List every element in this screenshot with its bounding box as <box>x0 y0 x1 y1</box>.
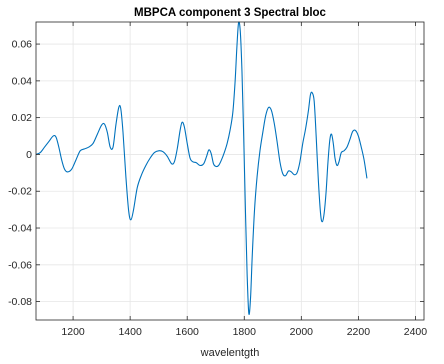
plot-area-background <box>36 22 424 320</box>
y-tick-label: -0.02 <box>8 186 32 198</box>
series-line <box>35 21 368 315</box>
x-axis-ticks: 1200 1400 1600 1800 2000 2200 2400 <box>61 22 427 338</box>
y-tick-label: 0.04 <box>12 75 33 87</box>
x-axis-label: wavelentgth <box>200 347 260 359</box>
x-tick-label: 1200 <box>61 326 85 338</box>
y-tick-label: -0.06 <box>8 259 32 271</box>
y-tick-label: -0.08 <box>8 296 32 308</box>
x-tick-label: 2200 <box>347 326 371 338</box>
chart-title: MBPCA component 3 Spectral bloc <box>134 7 327 19</box>
x-tick-label: 2000 <box>290 326 314 338</box>
x-tick-label: 1800 <box>233 326 257 338</box>
y-tick-label: -0.04 <box>8 223 32 235</box>
y-grid-lines <box>36 43 424 303</box>
plot-area-border <box>35 21 425 321</box>
x-tick-label: 2400 <box>404 326 428 338</box>
y-tick-label: 0.06 <box>12 39 33 51</box>
x-tick-label: 1400 <box>118 326 142 338</box>
x-tick-label: 1600 <box>176 326 200 338</box>
y-tick-label: 0 <box>26 149 32 161</box>
y-tick-label: 0.02 <box>12 112 33 124</box>
x-grid-lines <box>72 22 416 320</box>
y-axis-ticks: -0.08 -0.06 -0.04 -0.02 0 0.02 0.04 0.06 <box>8 39 424 308</box>
